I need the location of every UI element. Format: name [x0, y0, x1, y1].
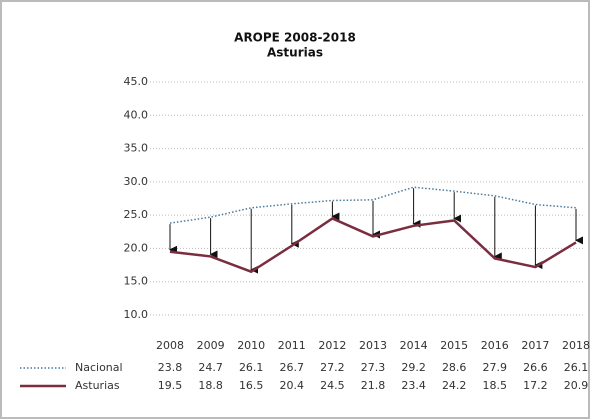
table-value: 23.4 [401, 379, 426, 392]
x-tick-label: 2015 [440, 339, 468, 352]
table-value: 16.5 [239, 379, 264, 392]
table-value: 23.8 [158, 361, 183, 374]
legend-label: Nacional [75, 361, 123, 374]
legend-label: Asturias [75, 379, 120, 392]
table-value: 20.4 [280, 379, 305, 392]
y-tick-label: 10.0 [124, 308, 149, 321]
chart-title: AROPE 2008-2018 [234, 31, 356, 45]
x-tick-label: 2013 [359, 339, 387, 352]
table-value: 26.1 [239, 361, 264, 374]
table-value: 18.8 [198, 379, 223, 392]
y-tick-label: 20.0 [124, 241, 149, 254]
table-value: 29.2 [401, 361, 426, 374]
x-tick-label: 2014 [400, 339, 428, 352]
series-line [169, 217, 577, 274]
x-tick-label: 2008 [156, 339, 184, 352]
y-tick-label: 45.0 [124, 75, 149, 88]
table-value: 17.2 [523, 379, 548, 392]
table-value: 24.5 [320, 379, 345, 392]
x-tick-label: 2010 [237, 339, 265, 352]
table-value: 24.7 [198, 361, 223, 374]
y-tick-label: 25.0 [124, 208, 149, 221]
y-tick-label: 30.0 [124, 175, 149, 188]
table-value: 27.2 [320, 361, 345, 374]
table-value: 27.9 [483, 361, 508, 374]
table-value: 27.3 [361, 361, 386, 374]
table-value: 28.6 [442, 361, 467, 374]
table-value: 20.9 [564, 379, 589, 392]
x-tick-label: 2011 [278, 339, 306, 352]
table-value: 26.7 [280, 361, 305, 374]
table-value: 26.1 [564, 361, 589, 374]
table-value: 18.5 [483, 379, 508, 392]
table-value: 21.8 [361, 379, 386, 392]
table-value: 19.5 [158, 379, 183, 392]
y-tick-label: 40.0 [124, 108, 149, 121]
x-tick-label: 2017 [521, 339, 549, 352]
chart-subtitle: Asturias [267, 46, 323, 60]
table-value: 24.2 [442, 379, 467, 392]
x-tick-label: 2012 [318, 339, 346, 352]
x-tick-label: 2018 [562, 339, 590, 352]
y-tick-label: 35.0 [124, 142, 149, 155]
table-value: 26.6 [523, 361, 548, 374]
x-tick-label: 2016 [481, 339, 509, 352]
y-tick-label: 15.0 [124, 275, 149, 288]
x-tick-label: 2009 [197, 339, 225, 352]
